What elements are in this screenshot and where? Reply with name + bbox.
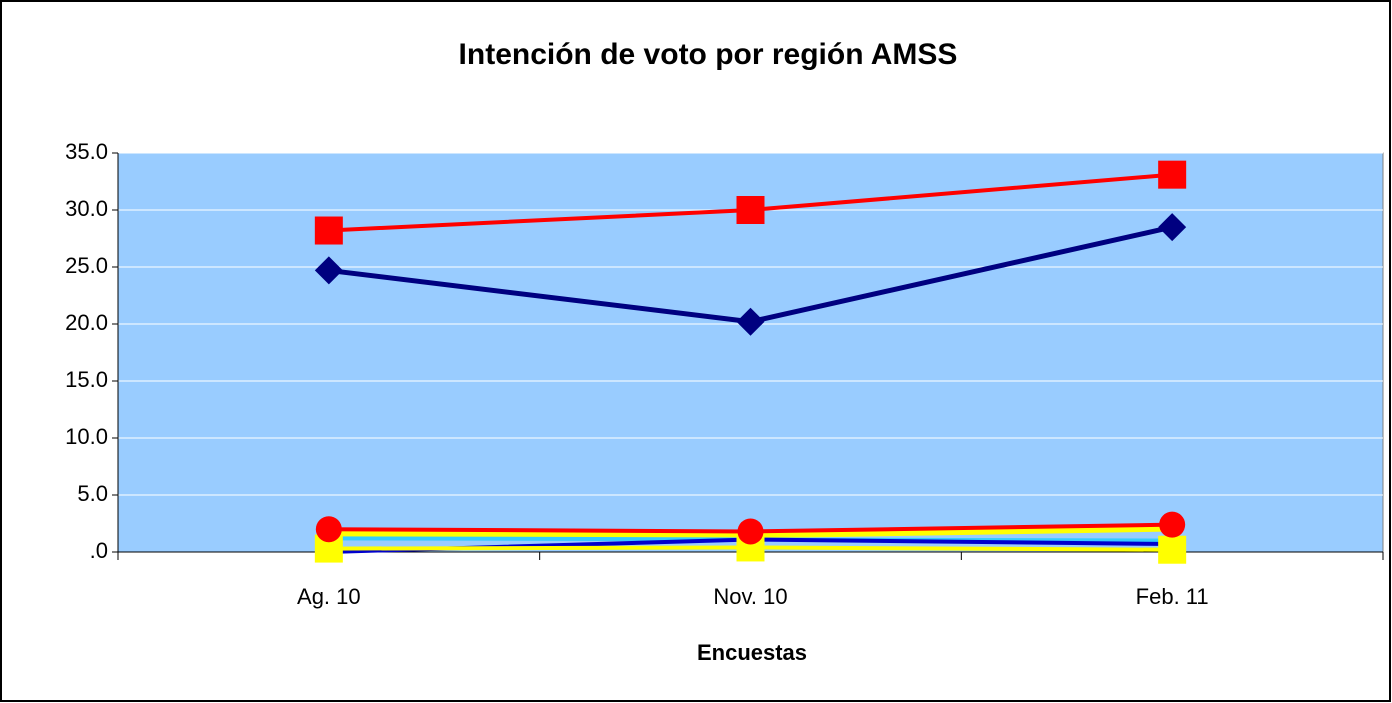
y-tick-label: 35.0 (65, 139, 108, 164)
marker-circle (737, 518, 764, 545)
y-tick-label: 30.0 (65, 196, 108, 221)
marker-diamond (736, 307, 765, 336)
chart-title: Intención de voto por región AMSS (459, 38, 958, 71)
x-tick-label: Ag. 10 (297, 584, 361, 609)
y-tick-label: 10.0 (65, 424, 108, 449)
marker-diamond (314, 256, 343, 285)
y-tick-label: 5.0 (77, 481, 108, 506)
marker-diamond (1158, 213, 1187, 242)
marker-circle (1159, 511, 1186, 538)
y-tick-label: 20.0 (65, 310, 108, 335)
marker-circle (315, 516, 342, 543)
marker-square (1158, 160, 1187, 189)
y-tick-label: .0 (90, 538, 108, 563)
y-tick-label: 25.0 (65, 253, 108, 278)
x-axis-title: Encuestas (697, 640, 807, 665)
x-tick-label: Nov. 10 (713, 584, 787, 609)
marker-square (1158, 535, 1187, 564)
marker-square (314, 216, 343, 245)
marker-square (736, 196, 765, 224)
y-tick-label: 15.0 (65, 367, 108, 392)
x-tick-label: Feb. 11 (1136, 584, 1209, 609)
